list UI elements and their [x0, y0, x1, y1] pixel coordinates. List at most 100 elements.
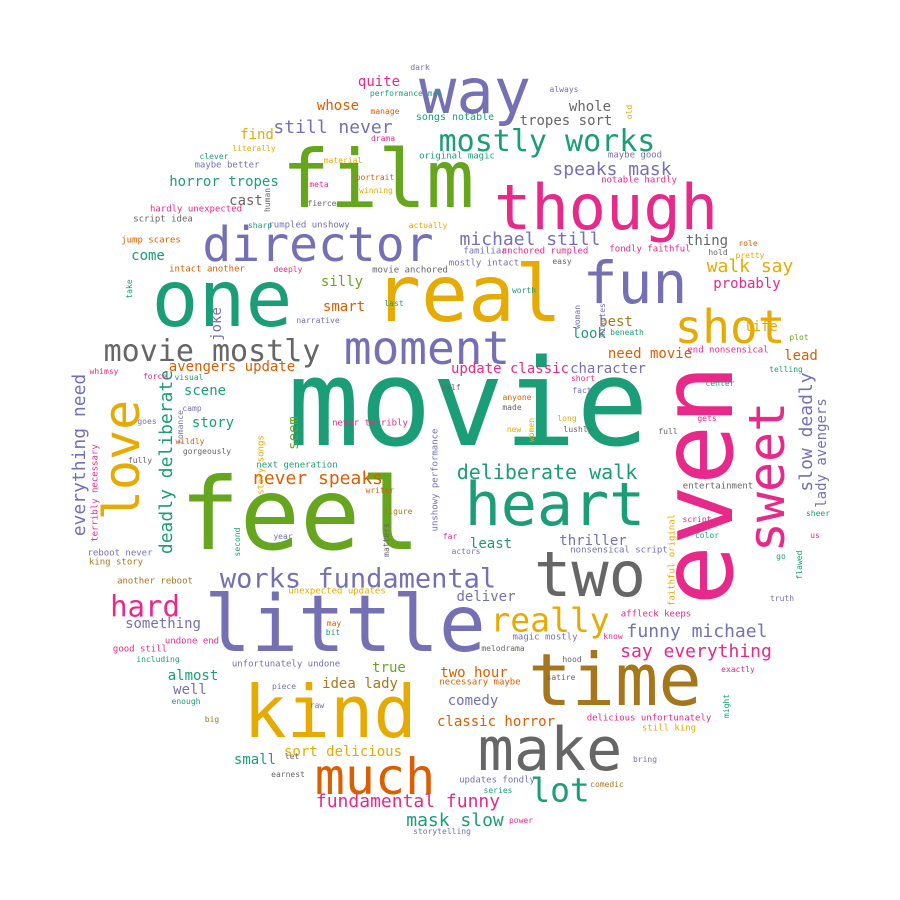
word: heart [465, 475, 646, 535]
word: tropes sort [520, 114, 613, 128]
word: big [205, 716, 219, 724]
word: role [738, 240, 757, 248]
word: almost [168, 669, 219, 683]
word: full [658, 428, 677, 436]
word: sweet [742, 402, 792, 553]
word: might [723, 694, 731, 718]
word: know [603, 633, 622, 641]
word: last [384, 300, 403, 308]
word: whose [317, 99, 359, 113]
word: far [443, 533, 457, 541]
word: wildly [176, 438, 205, 446]
word: new [507, 426, 521, 434]
word: anyone [503, 394, 532, 402]
word: original magic [419, 153, 495, 162]
word: fact [572, 387, 591, 395]
word: necessary maybe [439, 679, 520, 688]
word: woman [574, 305, 582, 329]
word: exactly [721, 666, 755, 674]
word: notable hardly [601, 177, 677, 186]
word: need movie [608, 347, 692, 361]
word: visual [175, 374, 204, 382]
word: performance man [370, 90, 442, 98]
word: king story [89, 559, 143, 568]
word: satire [547, 674, 576, 682]
word: telling [769, 366, 803, 374]
word: human [264, 188, 272, 212]
word: lead [784, 349, 818, 363]
word: songs notable [416, 113, 494, 123]
word: actors [452, 548, 481, 556]
word: beneath [610, 329, 644, 337]
word: silly [321, 275, 363, 289]
word: another reboot [117, 578, 193, 587]
word: quite [358, 75, 400, 89]
word: smart [323, 300, 365, 314]
word: deadly deliberate [158, 370, 176, 554]
word: scene [184, 384, 226, 398]
word: unshowy performance [432, 429, 441, 532]
word: lushly [564, 426, 593, 434]
word: worth [512, 287, 536, 295]
word: maybe better [194, 162, 259, 171]
word: unexpected updates [288, 588, 386, 597]
word: made [502, 404, 521, 412]
word: rumpled unshowy [268, 222, 349, 231]
word: drama [371, 135, 395, 143]
word: plot [789, 334, 808, 342]
word: well [173, 683, 207, 697]
word: gorgeously [183, 448, 231, 456]
word: small [234, 753, 276, 767]
word: updates fondly [459, 777, 535, 786]
word: undone end [165, 638, 219, 647]
word: goes [137, 418, 156, 426]
word: always [550, 86, 579, 94]
word: year [273, 533, 292, 541]
word: come [131, 249, 165, 263]
word: entertainment [683, 483, 753, 492]
word: lady avengers [815, 398, 829, 508]
word: figure [384, 508, 413, 516]
word: earnest [271, 771, 305, 779]
word: classic horror [437, 715, 555, 729]
word: sheer [806, 510, 830, 518]
word: script [683, 516, 712, 524]
word: faithful original [669, 514, 678, 606]
word: including [136, 656, 179, 664]
word: something [125, 617, 201, 631]
word: dark [410, 64, 429, 72]
word: hold [708, 249, 727, 257]
word: old [626, 105, 634, 119]
word: power [509, 817, 533, 825]
word: intact another [169, 266, 245, 275]
word: narrative [296, 317, 339, 325]
word: pretty [736, 252, 765, 260]
word: avengers update [169, 360, 295, 374]
word: find [240, 128, 274, 142]
word: winning [359, 187, 393, 195]
word: us [810, 532, 820, 540]
word: good still [113, 646, 167, 655]
word: magic mostly [512, 634, 577, 643]
word: second [234, 528, 242, 557]
word: melodrama [481, 645, 524, 653]
word: mostly intact [449, 260, 519, 269]
word: idea lady [322, 677, 398, 691]
word: deliberate walk [457, 462, 638, 482]
word: everything need [71, 374, 89, 537]
word: clever [200, 153, 229, 161]
word: thing [686, 234, 728, 248]
word: force [143, 373, 167, 381]
word: probably [713, 277, 780, 291]
word: long [557, 415, 576, 423]
word: sort delicious [284, 745, 402, 759]
word: easy [552, 258, 571, 266]
word: enough [172, 698, 201, 706]
word: story [192, 416, 234, 430]
word: women [528, 418, 536, 442]
word: deeply [274, 266, 303, 274]
word: reboot never [87, 550, 152, 559]
word: take [126, 279, 134, 298]
word: walk say [707, 258, 794, 276]
word: nonsensical script [570, 547, 668, 556]
